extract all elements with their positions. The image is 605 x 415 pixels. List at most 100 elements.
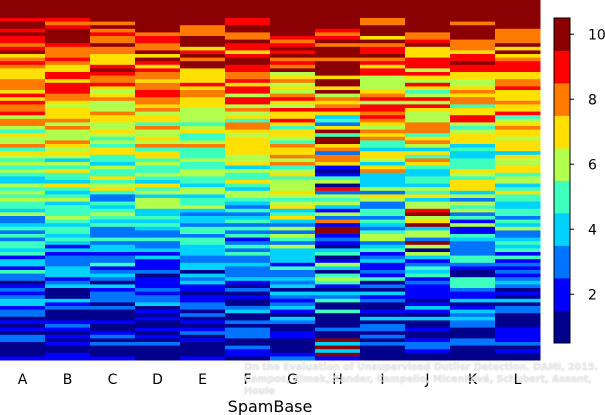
heatmap-cell — [270, 36, 316, 41]
heatmap-cell — [495, 82, 541, 87]
heatmap-cell — [0, 10, 46, 15]
heatmap-cell — [450, 90, 496, 95]
heatmap-cell — [225, 291, 271, 296]
heatmap-cell — [90, 151, 136, 156]
heatmap-cell — [225, 115, 271, 120]
heatmap-cell — [450, 237, 496, 242]
heatmap-cell — [405, 147, 451, 152]
heatmap-cell — [180, 295, 226, 300]
heatmap-cell — [90, 115, 136, 120]
heatmap-cell — [135, 57, 181, 62]
heatmap-cells — [0, 0, 541, 361]
heatmap-cell — [45, 295, 91, 300]
heatmap-cell — [45, 291, 91, 296]
heatmap-cell — [405, 10, 451, 15]
heatmap-cell — [90, 237, 136, 242]
heatmap-cell — [45, 86, 91, 91]
x-tick-label: I — [380, 372, 384, 388]
heatmap-cell — [90, 14, 136, 19]
heatmap-cell — [135, 176, 181, 181]
heatmap-cell — [45, 266, 91, 271]
heatmap-cell — [135, 64, 181, 69]
heatmap-cell — [315, 320, 361, 325]
heatmap-cell — [135, 61, 181, 66]
heatmap-cell — [225, 162, 271, 167]
heatmap-cell — [135, 72, 181, 77]
heatmap-cell — [450, 64, 496, 69]
heatmap-cell — [135, 140, 181, 145]
heatmap-cell — [90, 198, 136, 203]
heatmap-cell — [450, 147, 496, 152]
heatmap-cell — [315, 25, 361, 30]
heatmap-cell — [360, 7, 406, 12]
heatmap-cell — [180, 39, 226, 44]
heatmap-cell — [405, 104, 451, 109]
heatmap-cell — [405, 234, 451, 239]
heatmap-cell — [225, 356, 271, 361]
heatmap-cell — [45, 277, 91, 282]
heatmap-cell — [360, 356, 406, 361]
heatmap-cell — [495, 115, 541, 120]
heatmap-cell — [90, 334, 136, 339]
heatmap-cell — [225, 147, 271, 152]
heatmap-cell — [315, 43, 361, 48]
heatmap-cell — [450, 111, 496, 116]
heatmap-cell — [225, 129, 271, 134]
heatmap-cell — [90, 162, 136, 167]
heatmap-cell — [450, 36, 496, 41]
heatmap-cell — [450, 79, 496, 84]
heatmap-cell — [135, 187, 181, 192]
heatmap-cell — [450, 273, 496, 278]
heatmap-cell — [270, 320, 316, 325]
heatmap-cell — [90, 248, 136, 253]
heatmap-cell — [90, 122, 136, 127]
heatmap-cell — [45, 3, 91, 8]
heatmap-cell — [225, 230, 271, 235]
heatmap-cell — [45, 190, 91, 195]
heatmap-cell — [90, 90, 136, 95]
heatmap-cell — [360, 50, 406, 55]
heatmap-cell — [225, 234, 271, 239]
heatmap-cell — [495, 212, 541, 217]
heatmap-cell — [135, 212, 181, 217]
heatmap-cell — [450, 266, 496, 271]
heatmap-cell — [450, 309, 496, 314]
heatmap-cell — [405, 226, 451, 231]
heatmap-cell — [360, 205, 406, 210]
heatmap-cell — [360, 90, 406, 95]
heatmap-cell — [360, 255, 406, 260]
heatmap-cell — [0, 345, 46, 350]
heatmap-cell — [225, 316, 271, 321]
heatmap-cell — [450, 151, 496, 156]
heatmap-cell — [0, 234, 46, 239]
heatmap-cell — [0, 331, 46, 336]
heatmap-cell — [450, 194, 496, 199]
heatmap-cell — [135, 180, 181, 185]
heatmap-cell — [405, 111, 451, 116]
heatmap-cell — [360, 10, 406, 15]
heatmap-cell — [450, 100, 496, 105]
heatmap-cell — [495, 241, 541, 246]
heatmap-cell — [270, 162, 316, 167]
heatmap-cell — [90, 46, 136, 51]
heatmap-cell — [225, 180, 271, 185]
heatmap-cell — [45, 165, 91, 170]
heatmap-cell — [360, 32, 406, 37]
heatmap-cell — [135, 126, 181, 131]
heatmap-cell — [0, 183, 46, 188]
heatmap-cell — [270, 180, 316, 185]
heatmap-cell — [90, 68, 136, 73]
heatmap-cell — [270, 169, 316, 174]
heatmap-cell — [315, 72, 361, 77]
heatmap-cell — [495, 108, 541, 113]
heatmap-cell — [315, 32, 361, 37]
heatmap-cell — [450, 324, 496, 329]
heatmap-cell — [405, 288, 451, 293]
heatmap-cell — [180, 313, 226, 318]
heatmap-cell — [405, 302, 451, 307]
heatmap-cell — [225, 57, 271, 62]
heatmap-cell — [0, 25, 46, 30]
heatmap-cell — [495, 162, 541, 167]
heatmap-cell — [495, 306, 541, 311]
heatmap-cell — [495, 32, 541, 37]
